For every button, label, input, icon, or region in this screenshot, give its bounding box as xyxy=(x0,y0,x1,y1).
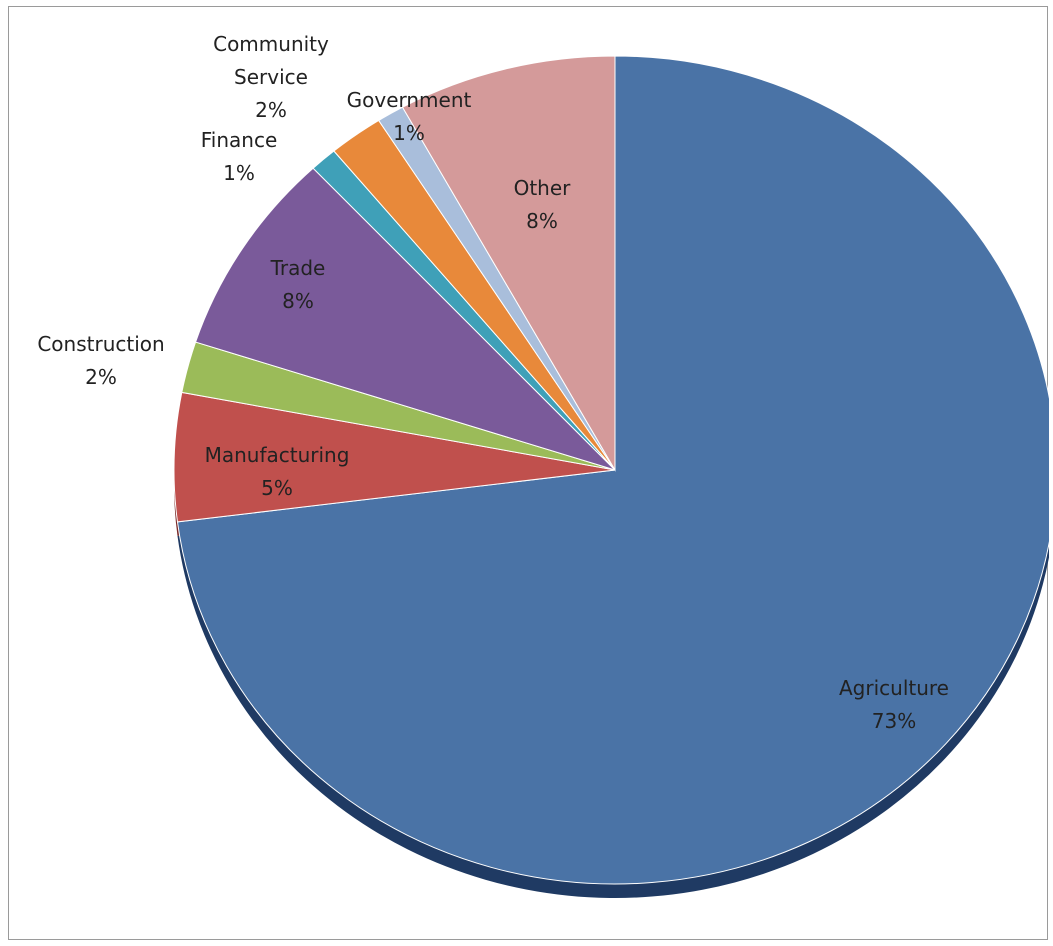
label-pct-agriculture: 73% xyxy=(872,709,916,733)
label-agriculture: Agriculture 73% xyxy=(839,676,949,733)
label-pct-trade: 8% xyxy=(282,289,314,313)
label-community-service: Community Service 2% xyxy=(213,32,329,122)
chart-frame: Agriculture 73% Manufacturing 5% Constructio… xyxy=(8,6,1049,940)
label-pct-manufacturing: 5% xyxy=(261,476,293,500)
label-pct-construction: 2% xyxy=(85,365,117,389)
label-name-agriculture: Agriculture xyxy=(839,676,949,700)
label-trade: Trade 8% xyxy=(270,256,326,313)
label-pct-government: 1% xyxy=(393,121,425,145)
label-name-finance: Finance xyxy=(201,128,278,152)
label-other: Other 8% xyxy=(514,176,572,233)
label-pct-community-service: 2% xyxy=(255,98,287,122)
label-manufacturing: Manufacturing 5% xyxy=(205,443,350,500)
label-name-trade: Trade xyxy=(270,256,326,280)
label-pct-other: 8% xyxy=(526,209,558,233)
label-name-manufacturing: Manufacturing xyxy=(205,443,350,467)
slice-trade[interactable] xyxy=(194,167,616,471)
label-finance: Finance 1% xyxy=(201,128,278,185)
label-name-other: Other xyxy=(514,176,572,200)
slice-other[interactable] xyxy=(401,55,616,472)
label-name-community-service: Service xyxy=(234,65,308,89)
pie-chart: Agriculture 73% Manufacturing 5% Constructio… xyxy=(37,32,1049,898)
label-name-government: Government xyxy=(347,88,472,112)
pie-labels: Agriculture 73% Manufacturing 5% Constructio… xyxy=(37,32,949,733)
slice-agriculture[interactable] xyxy=(176,55,1049,885)
label-construction: Construction 2% xyxy=(37,332,164,389)
label-name-community-service: Community xyxy=(213,32,329,56)
label-pct-finance: 1% xyxy=(223,161,255,185)
pie-slices xyxy=(173,55,1049,885)
label-name-construction: Construction xyxy=(37,332,164,356)
label-government: Government 1% xyxy=(347,88,472,145)
